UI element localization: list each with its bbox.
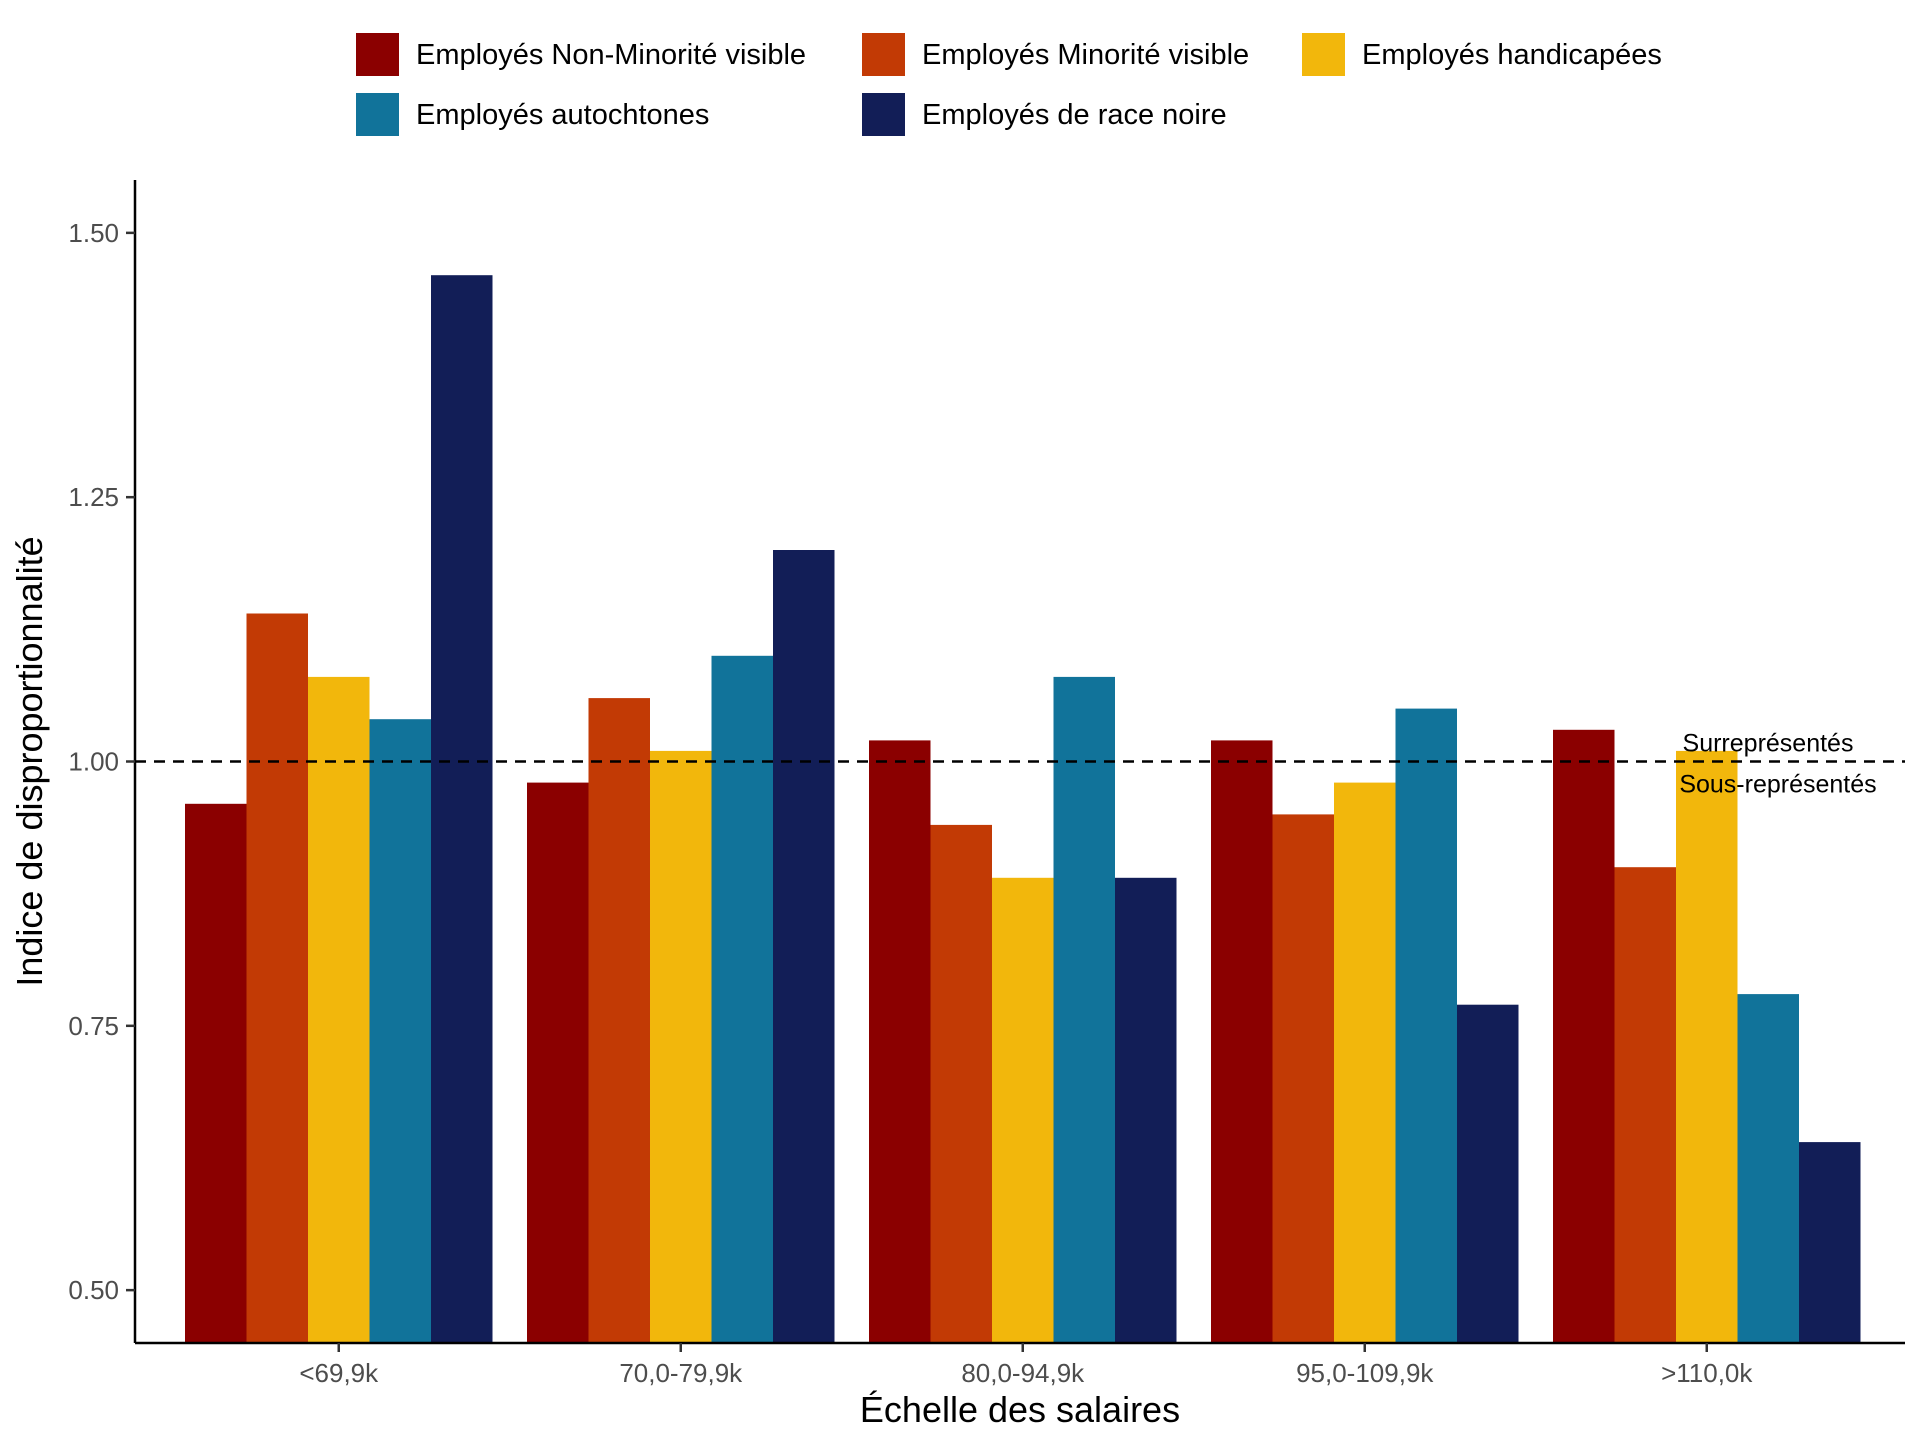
legend-label: Employés Non-Minorité visible: [416, 39, 806, 71]
legend-swatch: [862, 93, 905, 136]
x-tick-label: 95,0-109,9k: [1296, 1358, 1434, 1388]
bar: [869, 740, 931, 1343]
bar: [773, 550, 835, 1343]
legend-label: Employés autochtones: [416, 99, 709, 131]
bar: [308, 676, 370, 1343]
y-tick-label: 1.50: [68, 218, 119, 248]
x-tick-label: <69,9k: [299, 1358, 379, 1388]
bar: [431, 275, 493, 1344]
legend-item: Employés autochtones: [356, 93, 709, 136]
legend-item: Employés Minorité visible: [862, 33, 1249, 76]
y-tick-label: 1.00: [68, 747, 119, 777]
bar: [1334, 782, 1396, 1343]
bar: [1799, 1142, 1861, 1343]
bar: [1053, 676, 1115, 1343]
legend-label: Employés handicapées: [1362, 39, 1662, 71]
annotations: Surreprésentés Sous-représentés: [1679, 730, 1876, 799]
bar: [1395, 708, 1457, 1343]
legend-label: Employés Minorité visible: [922, 39, 1249, 71]
x-tick-label: 80,0-94,9k: [961, 1358, 1085, 1388]
annotation-below: Sous-représentés: [1679, 771, 1876, 799]
bar: [1457, 1004, 1519, 1343]
y-tick-label: 0.75: [68, 1011, 119, 1041]
y-tick-label: 1.25: [68, 482, 119, 512]
bar: [1211, 740, 1273, 1343]
bar: [711, 655, 773, 1343]
legend-label: Employés de race noire: [922, 99, 1227, 131]
bar: [1272, 814, 1334, 1343]
x-tick-label: 70,0-79,9k: [619, 1358, 743, 1388]
bar: [992, 877, 1054, 1343]
y-tick-label: 0.50: [68, 1275, 119, 1305]
bar: [527, 782, 589, 1343]
legend-item: Employés Non-Minorité visible: [356, 33, 806, 76]
legend-swatch: [1302, 33, 1345, 76]
legend-item: Employés de race noire: [862, 93, 1227, 136]
legend-item: Employés handicapées: [1302, 33, 1662, 76]
bar: [1553, 729, 1615, 1343]
bar: [369, 719, 431, 1343]
annotation-above: Surreprésentés: [1683, 730, 1854, 758]
bars: [185, 275, 1861, 1344]
bar: [1614, 867, 1676, 1343]
legend-swatch: [862, 33, 905, 76]
bar: [1115, 877, 1177, 1343]
bar: [246, 613, 308, 1343]
legend-swatch: [356, 93, 399, 136]
bar: [930, 824, 992, 1343]
legend-swatch: [356, 33, 399, 76]
bar: [650, 750, 712, 1343]
x-axis-title: Échelle des salaires: [860, 1389, 1180, 1430]
x-tick-label: >110,0k: [1661, 1358, 1753, 1388]
bar: [1676, 750, 1738, 1343]
axes: 0.50 0.75 1.00 1.25 1.50 <69,9k 70,0-79,9k 80,0…: [9, 180, 1905, 1430]
y-axis-title: Indice de disproportionnalité: [9, 536, 50, 986]
bar: [185, 803, 247, 1343]
bar: [588, 698, 650, 1343]
bar: [1737, 994, 1799, 1343]
legend: Employés Non-Minorité visible Employés Mi…: [356, 33, 1662, 136]
